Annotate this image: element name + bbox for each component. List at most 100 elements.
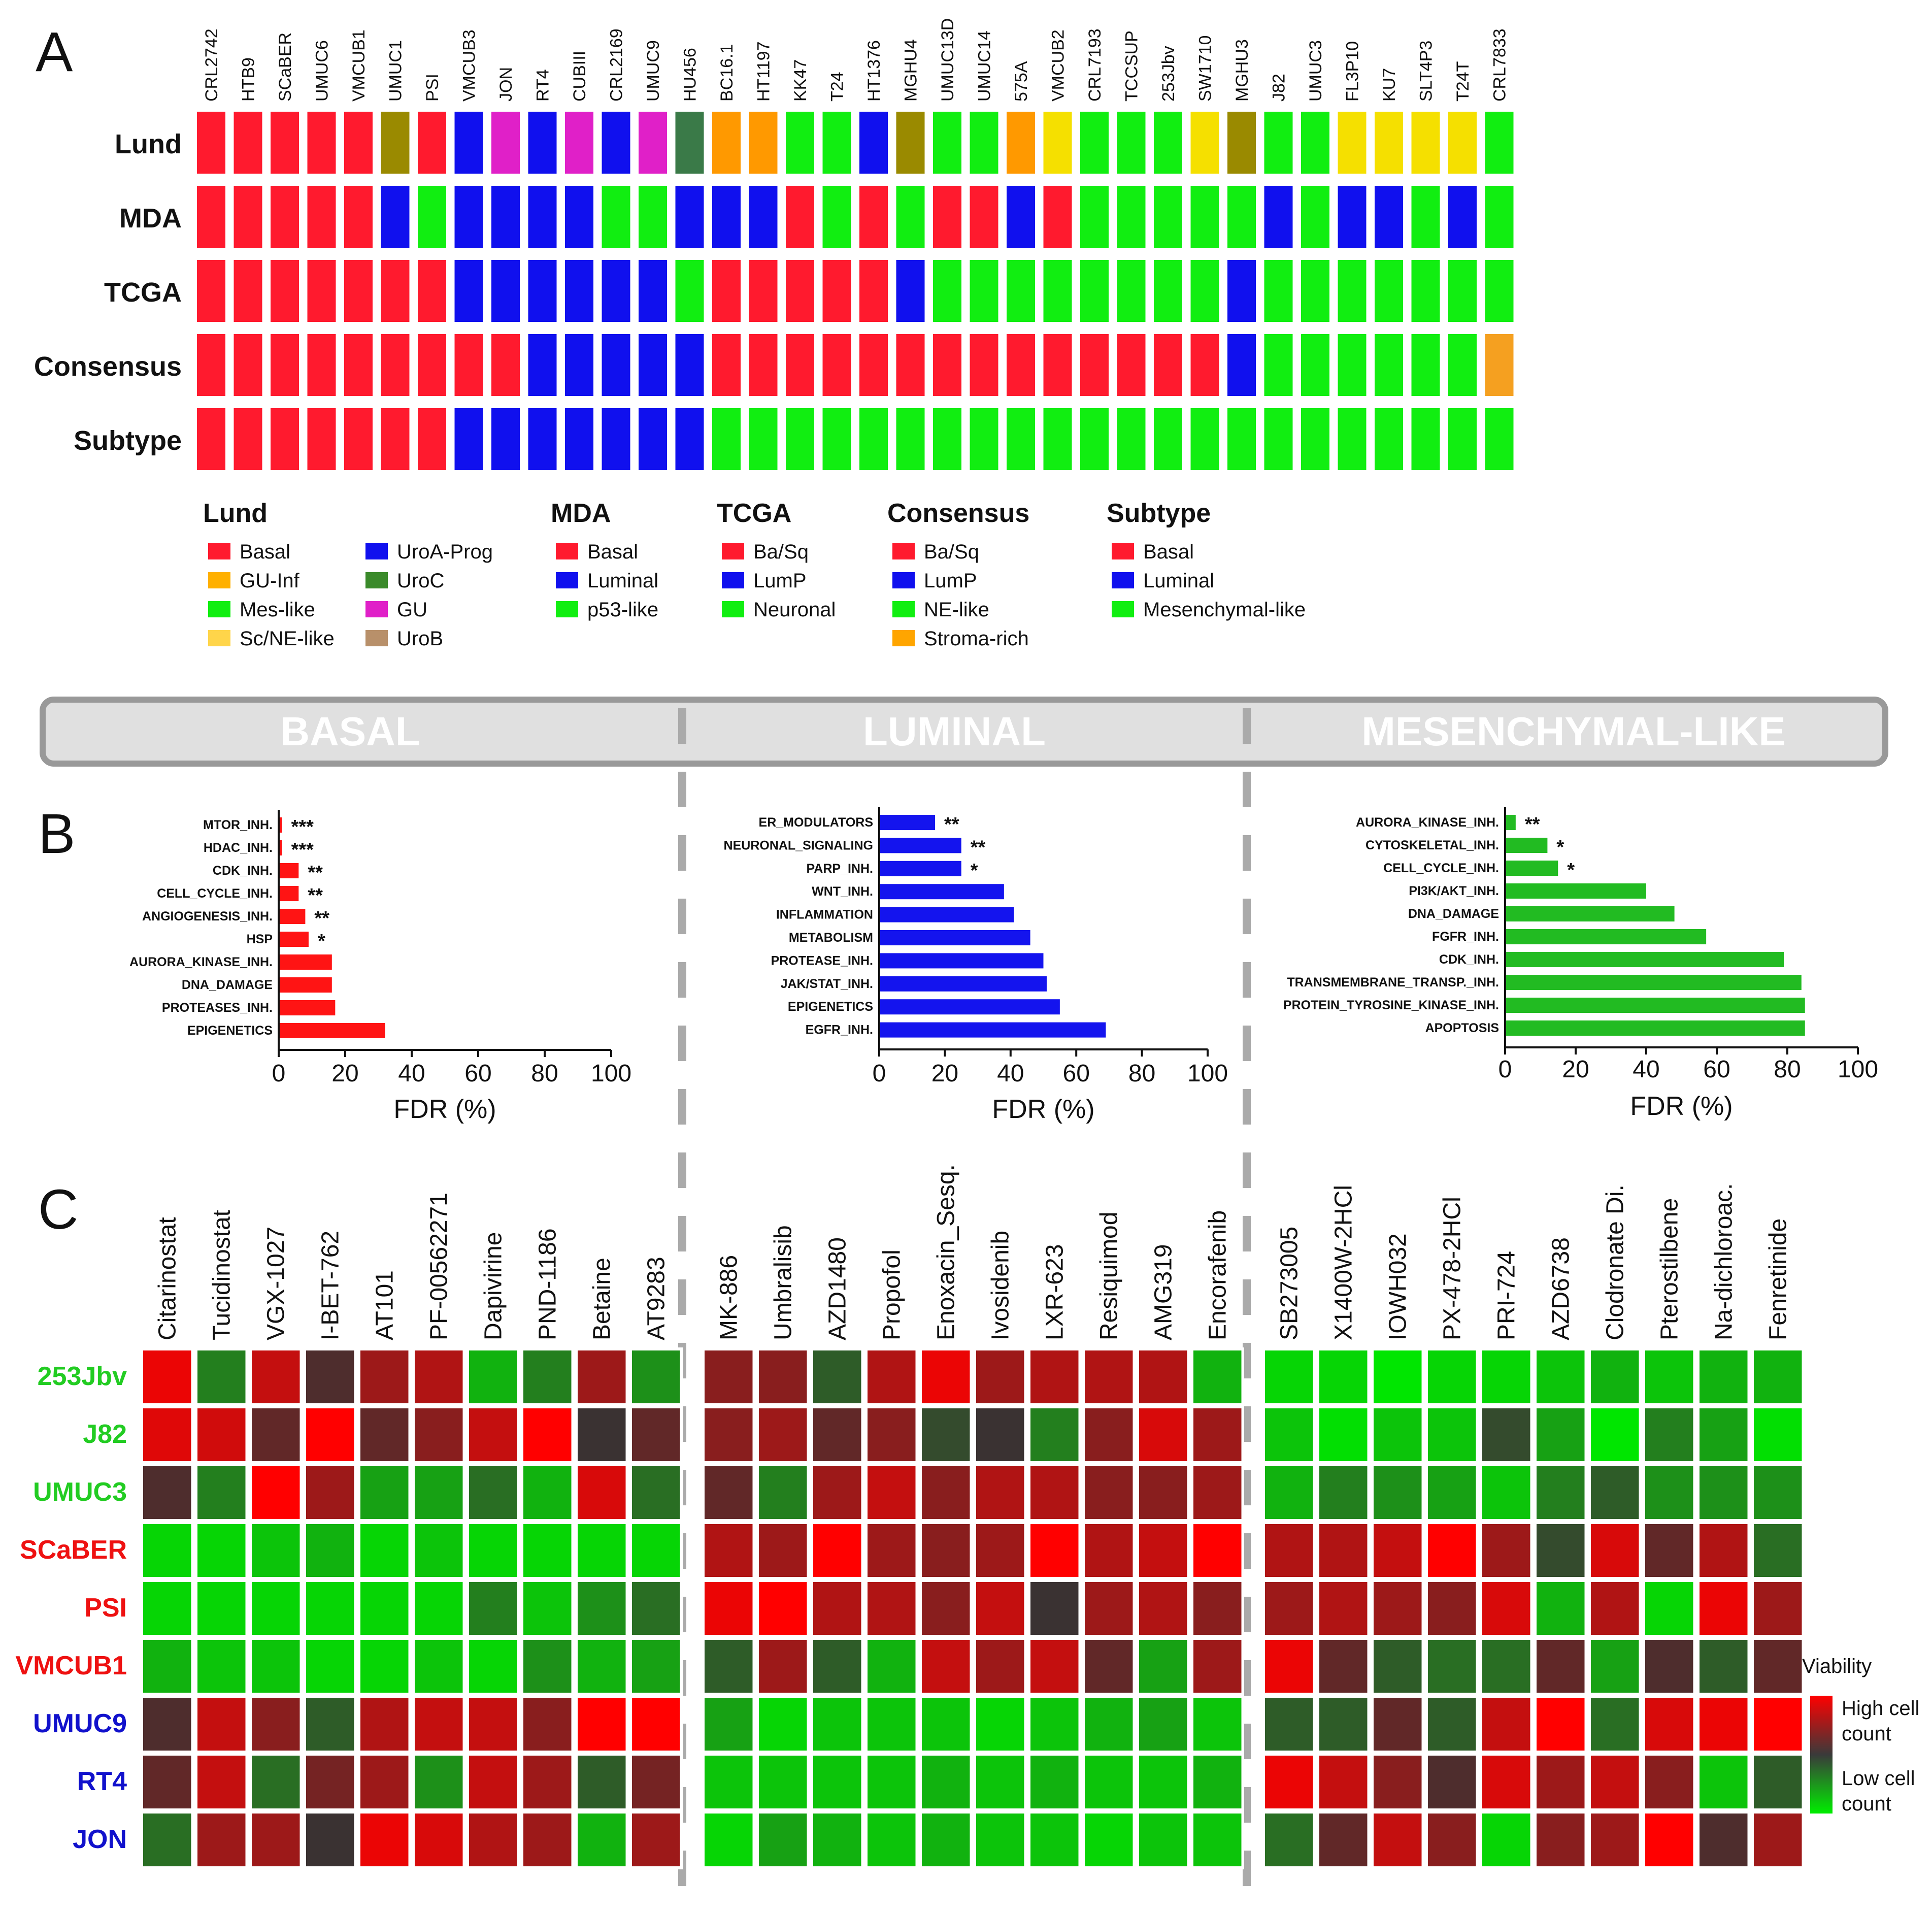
fdr-bar [1505, 998, 1805, 1013]
fdr-category-label: TRANSMEMBRANE_TRANSP._INH. [1287, 975, 1499, 990]
heatmap-cell [705, 1524, 753, 1577]
subtype-cell [896, 186, 925, 248]
subtype-cell [822, 186, 851, 248]
heatmap-cell [469, 1640, 517, 1693]
heatmap-cell [1700, 1640, 1748, 1693]
subtype-cell [822, 408, 851, 470]
heatmap-cell [813, 1756, 861, 1808]
heatmap-cell [1374, 1698, 1422, 1751]
subtype-cell [565, 112, 593, 174]
fdr-category-label: INFLAMMATION [776, 908, 873, 922]
subtype-cell [1007, 186, 1035, 248]
legend-label: p53-like [587, 599, 658, 621]
subtype-cell [1375, 260, 1403, 322]
heatmap-cell [1754, 1756, 1802, 1808]
heatmap-cell [523, 1698, 572, 1751]
drug-label: PRI-724 [1493, 1251, 1520, 1340]
heatmap-cell [813, 1408, 861, 1461]
colorbar-high-label: High cell count [1842, 1697, 1919, 1745]
heatmap-cell [1139, 1408, 1187, 1461]
colorbar-title: Viability [1802, 1655, 1872, 1677]
heatmap-cell [197, 1582, 246, 1635]
subtype-cell [933, 334, 961, 396]
heatmap-cell [1030, 1814, 1079, 1866]
heatmap-cell [1265, 1408, 1313, 1461]
fdr-bar [879, 907, 1014, 922]
heatmap-block-0: Citarinostat Tucidinostat VGX-1027 I-BET-76… [140, 1193, 683, 1869]
subtype-cell [1411, 408, 1440, 470]
heatmap-cell [360, 1466, 409, 1519]
subtype-cell [786, 408, 814, 470]
heatmap-row-label: J82 [83, 1420, 127, 1449]
subtype-cell [418, 260, 446, 322]
subtype-cell [1338, 408, 1367, 470]
heatmap-cell [360, 1756, 409, 1808]
heatmap-cell [306, 1698, 354, 1751]
heatmap-cell [360, 1408, 409, 1461]
heatmap-cell [306, 1756, 354, 1808]
heatmap-cell [415, 1698, 463, 1751]
cell-line-label: UMUC6 [313, 40, 332, 102]
heatmap-cell [1193, 1640, 1242, 1693]
subtype-cell [859, 186, 888, 248]
subtype-cell [1375, 186, 1403, 248]
legend-label: Neuronal [753, 599, 836, 621]
fdr-bar [1505, 1020, 1805, 1036]
heatmap-cell [1085, 1466, 1133, 1519]
subtype-cell [565, 408, 593, 470]
fdr-category-label: CELL_CYCLE_INH. [157, 886, 273, 901]
heatmap-cell [1482, 1350, 1530, 1403]
subtype-cell [1007, 112, 1035, 174]
heatmap-cell [705, 1408, 753, 1461]
subtype-cell [565, 186, 593, 248]
heatmap-cell [1591, 1582, 1639, 1635]
heatmap-cell [813, 1698, 861, 1751]
heatmap-cell [469, 1408, 517, 1461]
heatmap-row-label: UMUC9 [33, 1709, 127, 1738]
heatmap-cell [922, 1582, 970, 1635]
x-tick-label: 100 [591, 1060, 631, 1087]
legend-swatch [208, 601, 230, 617]
x-tick-label: 80 [1774, 1056, 1801, 1083]
heatmap-cell [197, 1466, 246, 1519]
subtype-cell [1338, 334, 1367, 396]
subtype-cell [970, 408, 998, 470]
heatmap-cell [1591, 1524, 1639, 1577]
subtype-cell [1448, 186, 1477, 248]
fdr-bar [279, 977, 332, 993]
heatmap-cell [1537, 1524, 1585, 1577]
subtype-cell [786, 186, 814, 248]
subtype-cell [933, 186, 961, 248]
fdr-category-label: JAK/STAT_INH. [781, 977, 873, 991]
heatmap-cell [759, 1814, 807, 1866]
legend-swatch [892, 601, 915, 617]
x-tick-label: 20 [931, 1060, 958, 1087]
subtype-cell [749, 408, 778, 470]
subtype-cell [712, 408, 741, 470]
heatmap-cell [1030, 1350, 1079, 1403]
heatmap-cell [1537, 1350, 1585, 1403]
subtype-cell [970, 186, 998, 248]
heatmap-cell [197, 1756, 246, 1808]
fdr-bar-chart-1: ER_MODULATORS ** NEURONAL_SIGNALING ** PARP_… [724, 807, 1228, 1124]
legend-label: UroC [397, 570, 444, 592]
heatmap-cell [1265, 1814, 1313, 1866]
heatmap-cell [306, 1350, 354, 1403]
legend-swatch [1112, 572, 1134, 588]
subtype-cell [1301, 186, 1329, 248]
heatmap-cell [1193, 1466, 1242, 1519]
heatmap-row-label: SCaBER [20, 1535, 127, 1565]
heatmap-cell [976, 1408, 1024, 1461]
heatmap-cell [759, 1466, 807, 1519]
subtype-cell [197, 408, 225, 470]
heatmap-cell [976, 1698, 1024, 1751]
cell-line-label: SCaBER [276, 32, 295, 102]
heatmap-cell [1754, 1640, 1802, 1693]
heatmap-cell [759, 1524, 807, 1577]
drug-label: AZD1480 [824, 1237, 851, 1340]
heatmap-cell [1085, 1408, 1133, 1461]
subtype-cell [1007, 408, 1035, 470]
fdr-category-label: PROTEASES_INH. [162, 1001, 273, 1015]
subtype-cell [639, 112, 667, 174]
heatmap-cell [1265, 1582, 1313, 1635]
